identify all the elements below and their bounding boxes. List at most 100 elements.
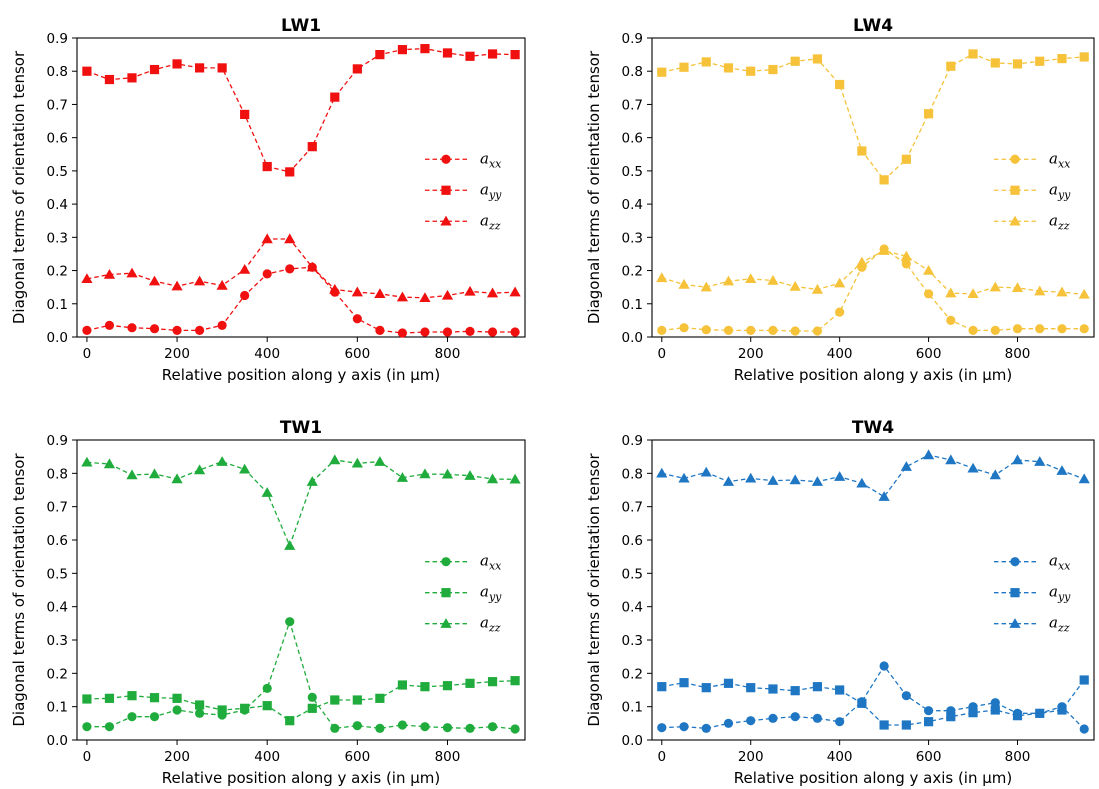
data-point [790, 326, 800, 336]
data-point [104, 74, 115, 85]
x-tick-label: 0 [83, 749, 92, 765]
plot-frame [76, 439, 526, 741]
data-point [811, 476, 824, 486]
data-point [262, 683, 272, 693]
data-point [442, 681, 453, 691]
data-point [216, 279, 228, 290]
data-point [465, 678, 475, 688]
data-point [442, 48, 453, 58]
data-point [285, 716, 295, 726]
data-point [989, 281, 1001, 292]
y-tick-label: 0.7 [47, 97, 68, 113]
data-point [397, 720, 408, 730]
data-point [194, 63, 205, 73]
series-a_yy [82, 44, 520, 177]
data-point [1079, 724, 1089, 734]
plot-frame [651, 37, 1095, 338]
data-point [946, 712, 956, 722]
data-point [442, 327, 453, 337]
legend: axx ayy azz [425, 552, 502, 635]
y-tick-label: 0.6 [622, 131, 643, 147]
data-point [261, 487, 273, 497]
series-a_xx [657, 661, 1089, 734]
data-point [657, 67, 667, 77]
x-axis-label: Relative position along y axis (in μm) [734, 366, 1013, 384]
y-tick-label: 0.9 [622, 433, 643, 449]
data-point [375, 723, 385, 733]
y-tick-label: 0.6 [47, 533, 68, 549]
data-point [768, 64, 778, 75]
data-point [945, 287, 957, 298]
chart-panel-lw1: 0.0 0.1 0.2 0.3 0.4 0.5 0.6 0.7 0.8 0.9 0 200 400 600… [10, 16, 526, 384]
data-point [678, 472, 690, 483]
data-point [878, 491, 890, 501]
y-tick-label: 0.8 [47, 64, 68, 80]
x-tick-label: 0 [83, 346, 92, 362]
data-point [678, 278, 690, 289]
y-tick-label: 0.8 [47, 466, 68, 482]
chart-panel-tw1: 0.0 0.1 0.2 0.3 0.4 0.5 0.6 0.7 0.8 0.9 0 200 400 600… [10, 418, 526, 787]
y-tick-label: 0.1 [622, 297, 643, 313]
series-a_zz [81, 233, 521, 302]
x-tick-label: 800 [435, 749, 461, 765]
x-tick-label: 400 [827, 749, 853, 765]
data-point [103, 458, 116, 469]
data-point [509, 286, 521, 297]
data-point [945, 454, 957, 465]
y-tick-label: 0.3 [47, 633, 68, 649]
data-point [1056, 465, 1068, 475]
data-point [487, 49, 498, 59]
data-point [262, 269, 272, 279]
x-tick-label: 600 [344, 749, 370, 765]
y-tick-label: 0.5 [622, 164, 643, 180]
legend-label: axx [1049, 149, 1071, 170]
data-point [922, 449, 935, 460]
data-point [307, 692, 317, 702]
data-point [172, 705, 182, 715]
legend-marker [440, 215, 452, 226]
legend-marker [1009, 618, 1021, 628]
y-tick-label: 0.6 [47, 131, 68, 147]
y-tick-label: 0.3 [622, 633, 643, 649]
series-line [86, 266, 516, 334]
series-a_xx [82, 262, 520, 338]
y-tick-label: 0.9 [622, 31, 643, 47]
data-point [1035, 708, 1045, 718]
y-tick-label: 0.8 [622, 466, 643, 482]
data-point [745, 472, 757, 483]
y-tick-label: 0.4 [47, 600, 68, 616]
data-point [923, 717, 934, 727]
data-point [1011, 282, 1024, 293]
data-point [127, 691, 137, 701]
y-axis-label: Diagonal terms of orientation tensor [585, 50, 603, 324]
data-point [262, 701, 272, 711]
x-tick-label: 800 [1005, 749, 1031, 765]
data-point [193, 275, 206, 286]
data-point [812, 54, 823, 64]
legend-label: azz [1049, 211, 1070, 232]
y-tick-label: 0.2 [47, 666, 68, 682]
y-tick-label: 0.4 [47, 197, 68, 213]
x-axis-label: Relative position along y axis (in μm) [734, 769, 1013, 787]
data-point [330, 723, 340, 733]
data-point [967, 288, 979, 299]
plot-frame [76, 37, 526, 338]
data-point [374, 456, 386, 466]
x-tick-label: 800 [1005, 346, 1031, 362]
x-tick-label: 800 [435, 346, 461, 362]
data-point [172, 59, 182, 69]
data-point [900, 461, 912, 471]
data-point [509, 473, 521, 484]
series-a_yy [82, 676, 520, 726]
data-point [767, 475, 779, 485]
data-point [329, 454, 341, 465]
x-tick-label: 200 [164, 346, 190, 362]
data-point [679, 722, 689, 732]
y-axis-label: Diagonal terms of orientation tensor [585, 453, 603, 727]
data-point [835, 79, 845, 90]
y-tick-label: 0.1 [47, 700, 68, 716]
data-point [307, 703, 317, 713]
y-tick-label: 0.8 [622, 64, 643, 80]
data-point [835, 685, 845, 695]
legend-label: azz [480, 614, 501, 635]
